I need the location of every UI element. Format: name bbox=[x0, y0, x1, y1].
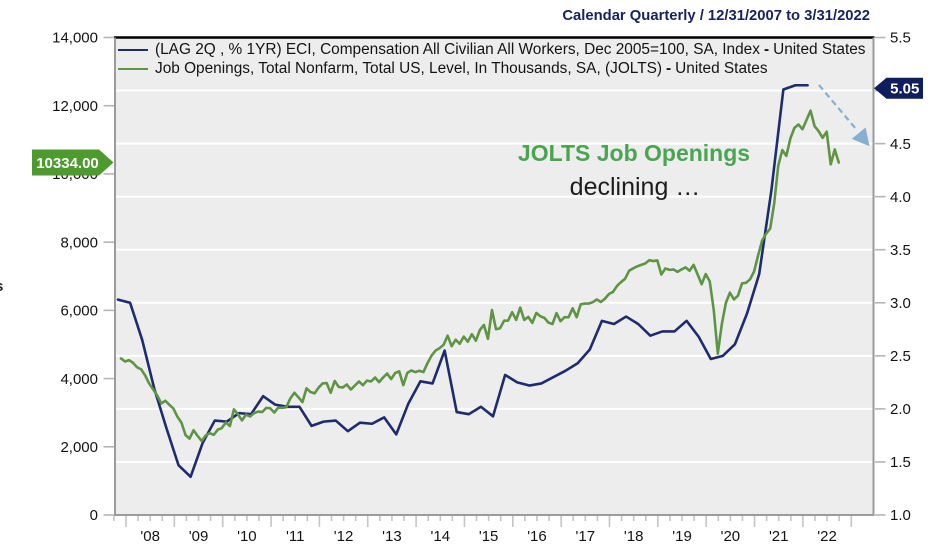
series-line-jolts[interactable] bbox=[119, 109, 841, 443]
left-axis-title-fragment: s bbox=[0, 278, 3, 295]
chart-title: Calendar Quarterly / 12/31/2007 to 3/31/… bbox=[562, 8, 870, 24]
left-axis-label: 4,000 bbox=[60, 371, 98, 388]
x-axis-year-label: '08 bbox=[140, 528, 160, 545]
x-axis-year-label: '12 bbox=[334, 528, 354, 545]
x-axis-year-label: '17 bbox=[576, 528, 596, 545]
x-axis-year-label: '15 bbox=[479, 528, 499, 545]
legend-item-eci[interactable]: (LAG 2Q , % 1YR) ECI, Compensation All C… bbox=[118, 41, 866, 58]
callout-badge-left[interactable] bbox=[32, 149, 114, 176]
x-axis-year-label: '14 bbox=[430, 528, 450, 545]
right-axis-label: 3.0 bbox=[890, 295, 911, 312]
callout-value-right: 5.05 bbox=[890, 81, 919, 98]
x-axis-year-label: '10 bbox=[237, 528, 257, 545]
x-axis-year-label: '13 bbox=[382, 528, 402, 545]
right-axis-label: 2.5 bbox=[890, 348, 911, 365]
left-axis-label: 12,000 bbox=[52, 98, 98, 115]
legend-item-jolts[interactable]: Job Openings, Total Nonfarm, Total US, L… bbox=[118, 60, 768, 77]
right-axis-label: 2.0 bbox=[890, 401, 911, 418]
x-axis-year-label: '16 bbox=[527, 528, 547, 545]
left-axis-label: 6,000 bbox=[60, 303, 98, 320]
right-axis-label: 4.0 bbox=[890, 189, 911, 206]
legend-label-jolts: Job Openings, Total Nonfarm, Total US, L… bbox=[155, 60, 768, 77]
plot-background bbox=[115, 37, 874, 515]
x-axis-year-label: '21 bbox=[769, 528, 789, 545]
callout-badge-right[interactable] bbox=[874, 77, 923, 99]
x-axis-year-label: '20 bbox=[721, 528, 741, 545]
x-axis-year-label: '09 bbox=[189, 528, 209, 545]
left-axis-label: 14,000 bbox=[52, 30, 98, 47]
right-axis-label: 4.5 bbox=[890, 136, 911, 153]
eci-line-swatch bbox=[118, 49, 148, 51]
right-axis-label: 3.5 bbox=[890, 242, 911, 259]
right-axis-label: 5.5 bbox=[890, 30, 911, 47]
right-axis-label: 1.5 bbox=[890, 454, 911, 471]
legend-label-eci: (LAG 2Q , % 1YR) ECI, Compensation All C… bbox=[155, 41, 866, 58]
left-axis-label: 0 bbox=[90, 507, 98, 524]
annotation-jolts-job-openings: JOLTS Job Openings bbox=[517, 140, 751, 166]
x-axis-year-label: '19 bbox=[672, 528, 692, 545]
annotation-declining: declining … bbox=[569, 173, 701, 201]
right-axis-label: 1.0 bbox=[890, 507, 911, 524]
jolts-line-swatch bbox=[118, 68, 148, 70]
projection-arrow-head bbox=[851, 127, 870, 147]
x-axis-year-label: '18 bbox=[624, 528, 644, 545]
x-axis-year-label: '22 bbox=[817, 528, 837, 545]
callout-value-left: 10334.00 bbox=[36, 155, 99, 172]
left-axis-label: 2,000 bbox=[60, 439, 98, 456]
left-axis-label: 8,000 bbox=[60, 234, 98, 251]
x-axis-year-label: '11 bbox=[286, 528, 304, 545]
